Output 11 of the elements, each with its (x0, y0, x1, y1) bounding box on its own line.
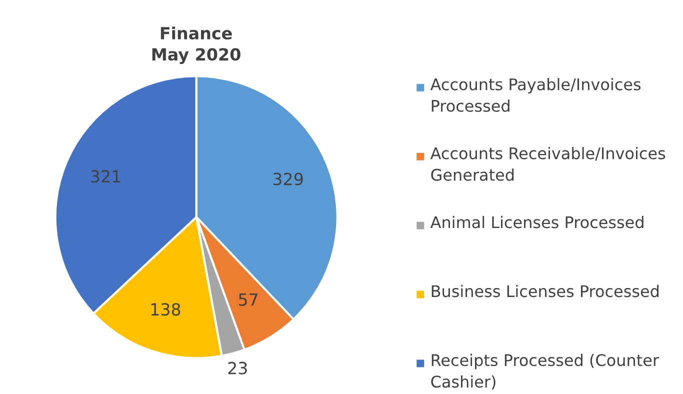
data-label: 138 (151, 303, 180, 316)
legend-label: Business Licenses Processed (432, 284, 659, 298)
legend-label: Receipts Processed (Counter Cashier) (431, 354, 660, 390)
legend-label: Animal Licenses Processed (430, 216, 644, 228)
data-label: 57 (238, 294, 258, 306)
legend-label: Accounts Receivable/Invoices Generated (430, 146, 666, 181)
legend-label: Accounts Payable/Invoices Processed (430, 78, 641, 112)
chart-title: Finance May 2020 (152, 26, 240, 64)
data-label: 329 (273, 172, 303, 186)
data-label: 321 (91, 170, 120, 183)
data-label: 23 (228, 362, 247, 374)
